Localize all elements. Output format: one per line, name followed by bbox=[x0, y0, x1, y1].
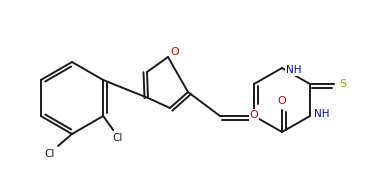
Text: S: S bbox=[339, 79, 347, 89]
Text: NH: NH bbox=[314, 109, 330, 119]
Text: O: O bbox=[250, 110, 258, 120]
Text: O: O bbox=[171, 47, 179, 57]
Text: Cl: Cl bbox=[112, 133, 122, 143]
Text: O: O bbox=[278, 96, 287, 106]
Text: NH: NH bbox=[286, 65, 302, 75]
Text: Cl: Cl bbox=[45, 149, 55, 159]
